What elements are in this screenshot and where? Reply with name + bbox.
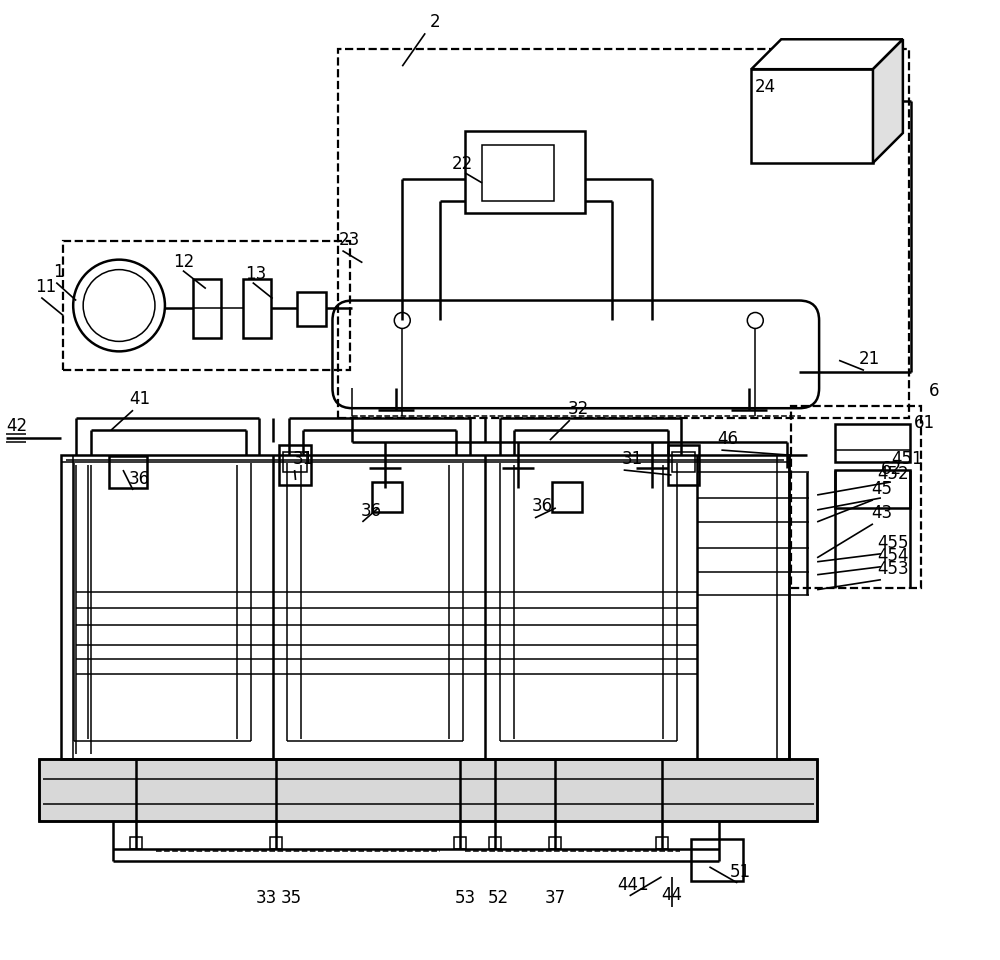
- Text: 53: 53: [455, 889, 476, 907]
- Text: 12: 12: [173, 252, 194, 271]
- Bar: [109, 456, 147, 488]
- Text: 43: 43: [871, 504, 892, 522]
- Text: 36: 36: [360, 502, 382, 520]
- Bar: [656, 837, 668, 849]
- Bar: [270, 837, 282, 849]
- Bar: [489, 837, 501, 849]
- Text: 13: 13: [245, 265, 266, 282]
- Text: 62: 62: [881, 460, 902, 478]
- Text: 36: 36: [129, 470, 150, 488]
- Text: 61: 61: [914, 414, 935, 432]
- Bar: [372, 482, 402, 512]
- Text: 42: 42: [6, 418, 28, 435]
- Polygon shape: [873, 39, 903, 163]
- Bar: [668, 445, 699, 485]
- Text: 455: 455: [877, 534, 908, 552]
- Text: 441: 441: [618, 876, 649, 894]
- Bar: [791, 406, 921, 588]
- Polygon shape: [751, 39, 903, 69]
- Bar: [297, 292, 326, 326]
- Text: 35: 35: [281, 889, 302, 907]
- Text: 45: 45: [871, 480, 892, 498]
- Text: 44: 44: [662, 886, 683, 903]
- Bar: [552, 482, 582, 512]
- Text: 41: 41: [129, 390, 150, 408]
- Text: 31: 31: [293, 450, 314, 468]
- Text: 31: 31: [622, 450, 643, 468]
- Text: 454: 454: [877, 547, 908, 564]
- Text: 452: 452: [877, 465, 909, 483]
- Text: 51: 51: [729, 863, 750, 881]
- Text: 36: 36: [532, 497, 553, 515]
- Bar: [338, 49, 909, 419]
- Bar: [454, 837, 466, 849]
- Text: 6: 6: [929, 382, 939, 400]
- Bar: [672, 452, 695, 472]
- Text: 24: 24: [754, 78, 775, 96]
- Text: 2: 2: [430, 13, 441, 32]
- Text: 22: 22: [452, 155, 473, 173]
- Bar: [465, 131, 585, 213]
- Text: 453: 453: [877, 560, 909, 578]
- Text: 37: 37: [545, 889, 566, 907]
- Text: 11: 11: [35, 277, 57, 296]
- Bar: [835, 470, 910, 508]
- Bar: [39, 759, 817, 821]
- Bar: [549, 837, 561, 849]
- Text: 52: 52: [488, 889, 509, 907]
- Bar: [279, 445, 311, 485]
- Bar: [130, 837, 142, 849]
- Text: 451: 451: [891, 450, 923, 468]
- Text: 32: 32: [568, 400, 589, 419]
- Bar: [39, 759, 817, 821]
- Bar: [243, 278, 271, 339]
- Bar: [691, 839, 743, 881]
- Bar: [835, 424, 910, 462]
- Bar: [193, 278, 221, 339]
- Text: 1: 1: [53, 263, 64, 280]
- Text: 46: 46: [717, 430, 738, 448]
- Bar: [63, 241, 350, 371]
- Text: 33: 33: [256, 889, 277, 907]
- Bar: [751, 69, 873, 163]
- Bar: [482, 145, 554, 201]
- Text: 21: 21: [859, 350, 880, 369]
- Bar: [283, 452, 307, 472]
- Bar: [61, 455, 789, 759]
- Text: 23: 23: [338, 230, 360, 249]
